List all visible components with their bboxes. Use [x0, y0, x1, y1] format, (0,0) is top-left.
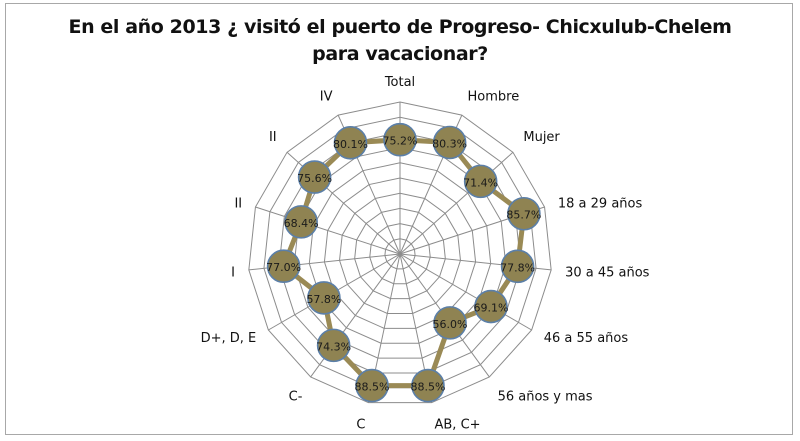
data-label: 88.5%	[410, 381, 445, 394]
grid-ring	[354, 207, 446, 300]
category-label: 30 a 45 años	[565, 265, 650, 280]
grid-ring	[369, 223, 431, 285]
chart-title-line-2: para vacacionar?	[312, 43, 488, 65]
chart-title-line-1: En el año 2013 ¿ visitó el puerto de Pro…	[68, 16, 732, 38]
data-point: 88.5%	[410, 368, 445, 403]
category-label: 56 años y mas	[498, 389, 593, 404]
category-label: I	[231, 265, 235, 280]
data-label: 88.5%	[355, 381, 390, 394]
radar-series: 75.2% 80.3% 71.4% 85.7% 77.8% 69.1% 56.0% 88.5%…	[266, 122, 541, 403]
data-marker	[266, 249, 301, 284]
data-marker	[316, 328, 351, 363]
data-marker	[463, 164, 498, 199]
grid-spoke	[399, 151, 514, 255]
data-marker	[432, 125, 467, 160]
data-label: 85.7%	[506, 209, 541, 222]
category-label: Hombre	[468, 89, 520, 104]
data-marker	[307, 281, 341, 315]
category-labels: Total Hombre Mujer 18 a 29 años 30 a 45 años…	[201, 75, 650, 432]
data-point: 77.0%	[266, 249, 301, 284]
radar-grid	[248, 101, 552, 404]
grid-ring	[384, 238, 416, 270]
category-label: II	[269, 130, 277, 145]
data-point: 75.2%	[383, 122, 418, 157]
data-label: 68.4%	[284, 217, 319, 230]
data-label: 75.2%	[383, 135, 418, 148]
data-marker	[284, 205, 318, 239]
data-marker	[474, 289, 508, 324]
category-label: 46 a 55 años	[544, 331, 629, 346]
data-label: 74.3%	[316, 340, 351, 353]
data-point: 80.1%	[333, 125, 368, 160]
data-label: 57.8%	[306, 293, 341, 306]
data-point: 68.4%	[284, 205, 319, 239]
grid-ring	[308, 162, 492, 344]
data-point: 75.6%	[297, 160, 332, 194]
category-label: D+, D, E	[201, 331, 257, 346]
grid-ring	[293, 147, 507, 359]
data-point: 71.4%	[463, 164, 498, 199]
data-marker	[507, 196, 541, 231]
data-point: 88.5%	[355, 368, 390, 403]
data-point: 85.7%	[506, 196, 541, 231]
chart-title: En el año 2013 ¿ visitó el puerto de Pro…	[0, 14, 800, 68]
data-label: 75.6%	[297, 172, 332, 185]
category-label: C	[356, 417, 365, 432]
data-label: 56.0%	[433, 318, 468, 331]
data-point: 69.1%	[473, 289, 508, 324]
category-label: Total	[384, 75, 415, 90]
category-label: Mujer	[523, 130, 560, 145]
data-marker	[355, 368, 389, 403]
category-label: IV	[320, 89, 333, 104]
data-label: 80.1%	[333, 138, 368, 151]
grid-ring	[323, 177, 477, 329]
grid-ring	[339, 192, 461, 314]
series-line	[281, 137, 527, 389]
data-point: 57.8%	[306, 281, 341, 315]
data-point: 56.0%	[433, 306, 468, 340]
category-label: AB, C+	[435, 417, 481, 432]
grid-spoke	[399, 253, 532, 331]
grid-ring	[278, 131, 522, 374]
grid-ring	[248, 101, 552, 404]
data-marker	[333, 125, 368, 160]
data-marker	[383, 122, 417, 157]
data-point: 77.8%	[500, 249, 535, 284]
category-label: C-	[289, 389, 303, 404]
category-label: II	[234, 197, 242, 212]
data-marker	[297, 160, 332, 194]
data-label: 77.8%	[500, 261, 535, 274]
chart-frame	[5, 3, 793, 435]
data-marker	[433, 306, 467, 340]
data-point: 80.3%	[432, 125, 467, 160]
category-label: 18 a 29 años	[558, 197, 643, 212]
data-label: 77.0%	[266, 261, 301, 274]
data-marker	[500, 249, 535, 284]
data-label: 80.3%	[432, 137, 467, 150]
data-label: 71.4%	[463, 176, 498, 189]
grid-spoke	[255, 206, 401, 255]
data-label: 69.1%	[473, 302, 508, 315]
data-point: 74.3%	[316, 328, 351, 363]
data-marker	[411, 368, 445, 403]
